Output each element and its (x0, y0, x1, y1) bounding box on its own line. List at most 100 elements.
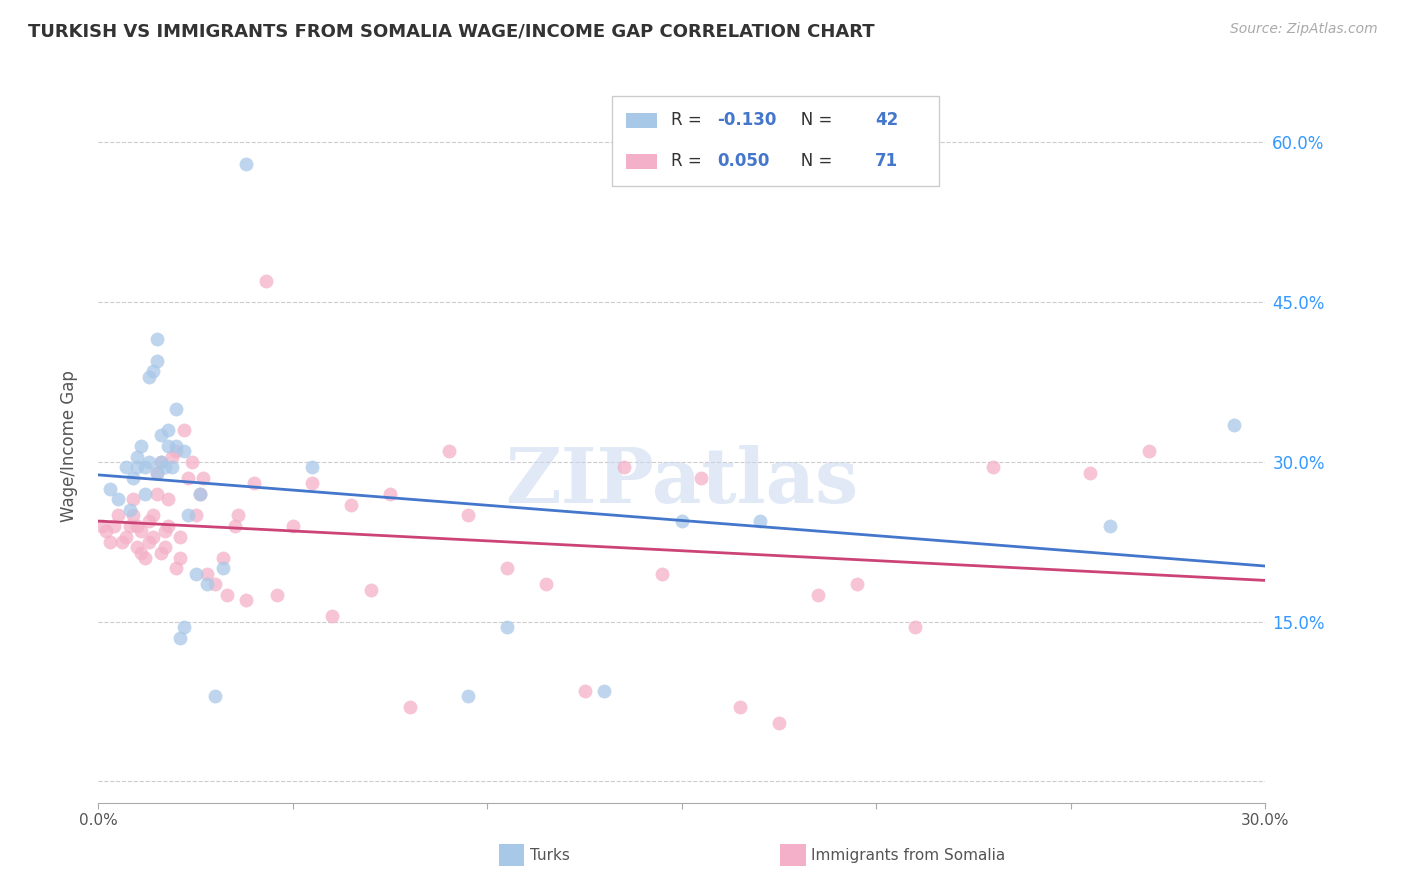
Point (127, 450, 149, 464)
Point (169, 550, 191, 565)
Point (127, 519, 149, 533)
Point (142, 364, 165, 378)
Point (228, 508, 250, 523)
Point (281, 519, 304, 533)
Point (593, 684, 616, 698)
Point (188, 487, 211, 501)
Point (146, 333, 169, 347)
Point (173, 444, 195, 458)
Point (730, 700, 752, 714)
Point (169, 631, 191, 645)
Point (98, 534, 121, 549)
Point (142, 508, 165, 523)
Text: 0.050: 0.050 (717, 153, 769, 170)
Point (212, 550, 235, 565)
Point (378, 487, 402, 501)
Point (153, 540, 176, 554)
Point (243, 476, 266, 491)
Point (651, 566, 673, 581)
Point (360, 582, 382, 597)
Point (138, 514, 160, 528)
Point (138, 534, 160, 549)
Point (134, 550, 156, 565)
Text: N =: N = (785, 112, 838, 129)
Point (613, 460, 636, 475)
Point (98, 482, 121, 496)
Point (114, 529, 136, 543)
Point (195, 566, 218, 581)
Point (149, 455, 172, 469)
Text: Turks: Turks (530, 848, 569, 863)
Point (129, 439, 152, 453)
Point (321, 609, 343, 624)
Text: 42: 42 (875, 112, 898, 129)
Text: TURKISH VS IMMIGRANTS FROM SOMALIA WAGE/INCOME GAP CORRELATION CHART: TURKISH VS IMMIGRANTS FROM SOMALIA WAGE/… (28, 22, 875, 40)
Point (138, 455, 160, 469)
Point (748, 514, 770, 528)
Point (340, 498, 363, 512)
Point (266, 588, 288, 602)
Point (177, 508, 200, 523)
Point (1137, 444, 1160, 458)
Point (149, 455, 172, 469)
Point (212, 561, 235, 575)
Text: Source: ZipAtlas.com: Source: ZipAtlas.com (1230, 22, 1378, 37)
Point (162, 450, 184, 464)
Point (981, 460, 1004, 475)
Point (103, 519, 125, 533)
Point (111, 534, 134, 549)
Point (149, 545, 172, 559)
Text: -0.130: -0.130 (717, 112, 776, 129)
Point (495, 620, 517, 634)
Point (904, 620, 927, 634)
Point (173, 423, 195, 437)
Bar (626, 112, 657, 128)
Point (671, 514, 693, 528)
Point (807, 588, 830, 602)
Point (215, 588, 238, 602)
Point (574, 684, 596, 698)
Point (157, 492, 180, 507)
Point (118, 519, 141, 533)
Point (129, 524, 152, 539)
Point (195, 577, 218, 591)
Text: N =: N = (785, 153, 838, 170)
Point (204, 577, 226, 591)
Point (129, 545, 152, 559)
Point (127, 540, 149, 554)
Point (1223, 417, 1246, 432)
Point (107, 508, 129, 523)
FancyBboxPatch shape (612, 96, 939, 186)
Point (114, 460, 136, 475)
Point (184, 508, 207, 523)
Point (235, 157, 257, 171)
Point (457, 508, 479, 523)
Point (224, 519, 246, 533)
Point (165, 401, 187, 416)
Point (437, 444, 460, 458)
Point (96, 524, 118, 539)
Text: R =: R = (671, 153, 707, 170)
Point (122, 492, 145, 507)
Point (146, 466, 169, 480)
Point (254, 274, 277, 288)
Bar (626, 153, 657, 169)
Point (1098, 519, 1121, 533)
Point (107, 492, 129, 507)
Point (301, 460, 323, 475)
Point (146, 487, 169, 501)
Point (165, 439, 187, 453)
Point (235, 593, 257, 607)
Text: 71: 71 (875, 153, 898, 170)
Point (301, 476, 323, 491)
Point (184, 566, 207, 581)
Point (690, 471, 713, 485)
Point (146, 466, 169, 480)
Point (149, 428, 172, 442)
Point (127, 460, 149, 475)
Point (91, 519, 114, 533)
Point (169, 529, 191, 543)
Point (142, 529, 165, 543)
Point (204, 690, 226, 704)
Point (173, 620, 195, 634)
